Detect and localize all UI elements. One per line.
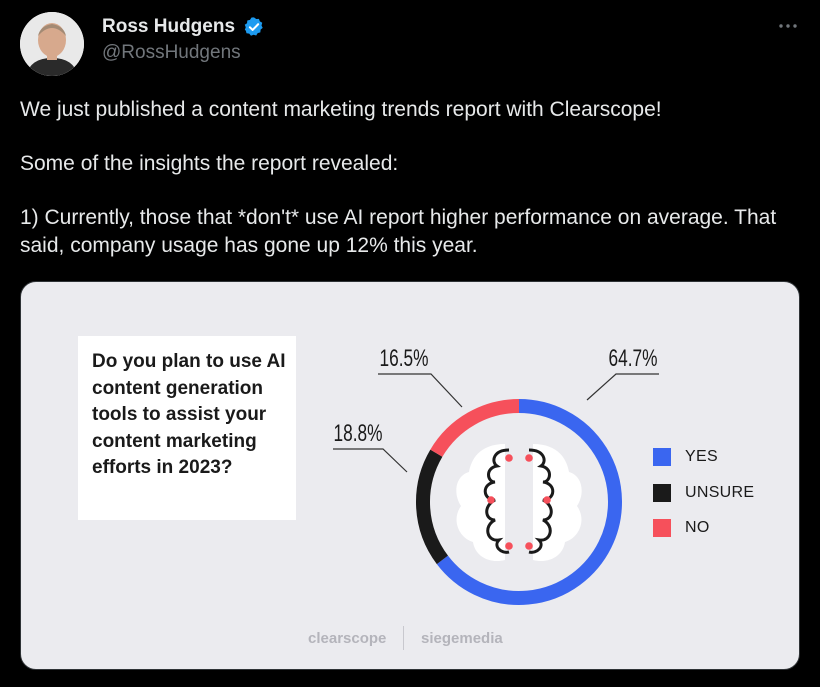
brand-footer: clearscope siegemedia — [21, 626, 799, 652]
data-label-no: 16.5% — [380, 345, 429, 371]
tweet-media-image[interactable]: Do you plan to use AI content generation… — [20, 281, 800, 670]
data-label-yes: 64.7% — [609, 345, 658, 371]
tweet-paragraph: We just published a content marketing tr… — [20, 98, 662, 121]
verified-badge-icon — [243, 16, 265, 38]
legend-label-unsure: UNSURE — [685, 483, 755, 501]
brain-icon — [456, 444, 582, 562]
tweet-paragraph: 1) Currently, those that *don't* use AI … — [20, 206, 777, 257]
tweet-header: Ross Hudgens @RossHudgens — [20, 12, 800, 76]
avatar[interactable] — [20, 12, 84, 76]
donut-segment-yes — [436, 399, 622, 605]
leader-line-yes — [586, 373, 659, 401]
legend-swatch-no — [653, 519, 671, 537]
handle[interactable]: @RossHudgens — [102, 42, 241, 63]
legend-label-yes: YES — [685, 448, 718, 465]
donut-segment-unsure — [416, 449, 449, 565]
author-info: Ross Hudgens @RossHudgens — [102, 16, 265, 64]
leader-line-no — [378, 373, 463, 408]
logo-divider — [403, 626, 404, 650]
data-label-unsure: 18.8% — [334, 420, 383, 446]
leader-line-unsure — [333, 448, 408, 473]
tweet-paragraph: Some of the insights the report revealed… — [20, 152, 399, 175]
legend-swatch-yes — [653, 448, 671, 466]
more-horizontal-icon[interactable] — [776, 14, 800, 38]
legend-label-no: NO — [685, 519, 710, 536]
survey-question: Do you plan to use AI content generation… — [92, 351, 286, 478]
tweet-text: We just published a content marketing tr… — [20, 96, 800, 286]
donut-chart: 64.7% 16.5% 18.8% — [333, 345, 659, 605]
clearscope-logo: clearscope — [308, 630, 387, 647]
siegemedia-logo: siegemedia — [421, 630, 503, 647]
legend-swatch-unsure — [653, 483, 671, 502]
display-name[interactable]: Ross Hudgens — [102, 16, 236, 37]
donut-segment-no — [430, 399, 520, 457]
question-box: Do you plan to use AI content generation… — [78, 336, 296, 520]
